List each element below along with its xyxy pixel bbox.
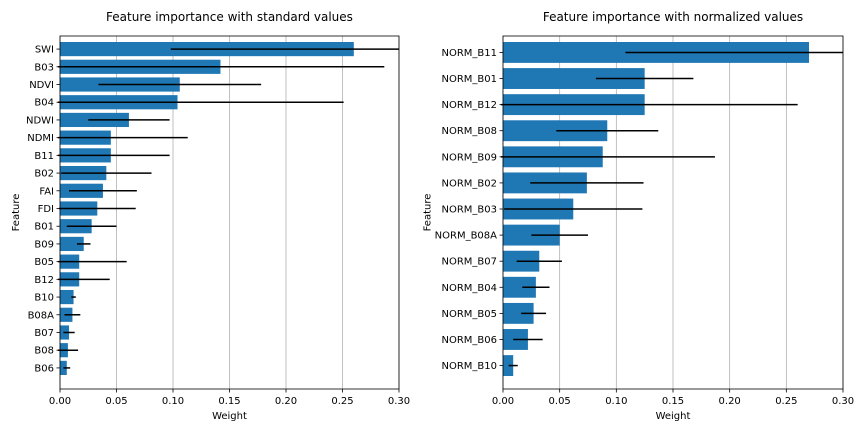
x-tick-label: 0.10 <box>605 396 627 407</box>
y-tick-label: NORM_B04 <box>441 283 497 294</box>
x-axis-label: Weight <box>212 411 247 422</box>
y-tick-label: NORM_B05 <box>441 309 497 320</box>
y-axis-label: Feature <box>11 194 22 232</box>
x-tick-label: 0.05 <box>549 396 571 407</box>
y-tick-label: B11 <box>34 151 54 162</box>
x-axis-label: Weight <box>656 411 691 422</box>
x-tick-label: 0.25 <box>775 396 797 407</box>
chart-title: Feature importance with normalized value… <box>543 10 803 24</box>
y-tick-label: B07 <box>34 328 54 339</box>
y-tick-label: NORM_B10 <box>441 361 497 372</box>
y-tick-label: SWI <box>35 45 54 56</box>
y-tick-label: B09 <box>34 239 54 250</box>
y-tick-label: B02 <box>34 169 54 180</box>
y-tick-label: FDI <box>38 204 54 215</box>
y-tick-label: NORM_B06 <box>441 335 497 346</box>
chart-panel-1: SWI B03 NDVI B04 NDWI NDMI B11 B02 FAI FDI B01 B09 B… <box>11 10 410 422</box>
y-tick-label: B08 <box>34 346 54 357</box>
y-tick-label: B06 <box>34 363 54 374</box>
bar <box>60 236 84 252</box>
bar <box>503 302 534 324</box>
chart-panel-2: NORM_B11 NORM_B01 NORM_B12 NORM_B08 NORM_B09… <box>422 10 854 422</box>
chart-title: Feature importance with standard values <box>106 10 353 24</box>
y-tick-label: NORM_B08 <box>441 126 497 137</box>
y-tick-label: NORM_B12 <box>441 100 497 111</box>
y-tick-label: NORM_B09 <box>441 152 497 163</box>
y-tick-label: NORM_B11 <box>441 48 497 59</box>
y-tick-label: B12 <box>34 275 54 286</box>
y-tick-label: FAI <box>39 186 54 197</box>
y-tick-label: B03 <box>34 62 54 73</box>
x-tick-label: 0.30 <box>388 396 410 407</box>
y-tick-label: NORM_B01 <box>441 74 497 85</box>
y-axis-label: Feature <box>422 194 433 232</box>
x-tick-label: 0.30 <box>832 396 854 407</box>
y-tick-label: B01 <box>34 222 54 233</box>
x-tick-label: 0.10 <box>162 396 184 407</box>
y-tick-label: NDWI <box>26 115 54 126</box>
y-tick-label: B08A <box>28 310 55 321</box>
x-tick-label: 0.00 <box>492 396 514 407</box>
y-tick-label: NDVI <box>29 80 54 91</box>
y-tick-label: B05 <box>34 257 54 268</box>
x-tick-label: 0.15 <box>218 396 240 407</box>
bar <box>503 120 608 142</box>
y-tick-label: NORM_B08A <box>435 231 498 242</box>
y-tick-label: NDMI <box>27 133 54 144</box>
bar <box>60 289 74 305</box>
bar <box>503 355 514 376</box>
x-tick-label: 0.00 <box>49 396 71 407</box>
y-tick-label: B04 <box>34 98 54 109</box>
bar <box>503 276 536 298</box>
x-tick-label: 0.15 <box>662 396 684 407</box>
x-tick-label: 0.25 <box>331 396 353 407</box>
y-tick-label: NORM_B03 <box>441 205 497 216</box>
x-tick-label: 0.20 <box>275 396 297 407</box>
y-tick-label: B10 <box>34 293 54 304</box>
y-tick-label: NORM_B02 <box>441 178 497 189</box>
y-tick-label: NORM_B07 <box>441 257 497 268</box>
bar <box>503 68 645 89</box>
x-tick-label: 0.05 <box>105 396 127 407</box>
x-tick-label: 0.20 <box>719 396 741 407</box>
